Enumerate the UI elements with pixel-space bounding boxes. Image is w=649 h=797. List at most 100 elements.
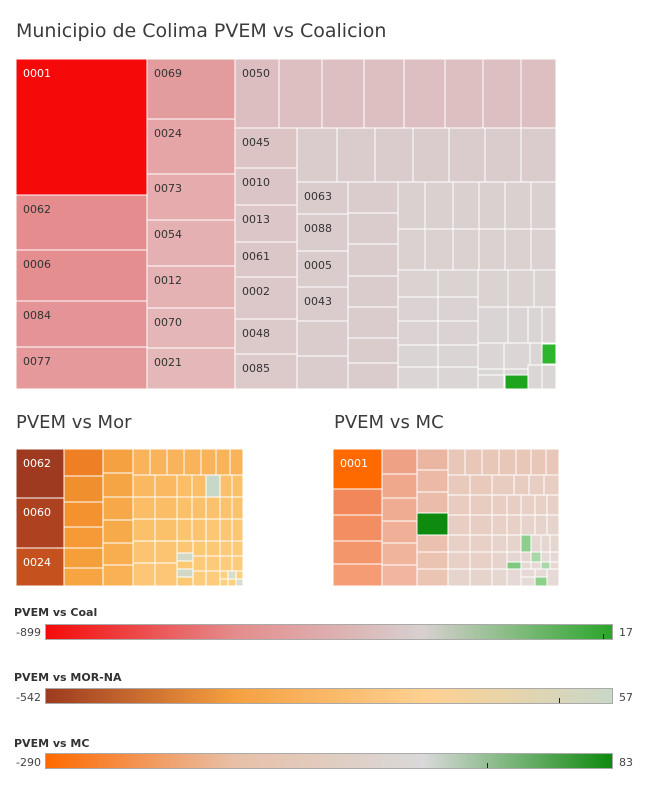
treemap-cell[interactable] — [63, 526, 104, 549]
treemap-cell[interactable] — [506, 551, 522, 563]
treemap-cell[interactable] — [416, 512, 449, 536]
treemap-cell[interactable] — [205, 496, 221, 520]
treemap-cell[interactable] — [219, 578, 229, 586]
treemap-cell[interactable] — [447, 449, 466, 476]
treemap-cell[interactable] — [545, 449, 559, 476]
treemap-cell[interactable] — [477, 374, 505, 389]
treemap-cell[interactable] — [541, 306, 556, 344]
treemap-cell[interactable] — [63, 547, 104, 569]
treemap-cell[interactable] — [549, 561, 559, 570]
treemap-cell[interactable] — [132, 474, 156, 498]
treemap-cell[interactable] — [534, 494, 548, 516]
treemap-cell[interactable] — [491, 551, 508, 570]
treemap-cell[interactable] — [192, 540, 207, 557]
treemap-cell[interactable] — [484, 127, 522, 183]
treemap-cell[interactable] — [491, 494, 508, 516]
treemap-cell[interactable] — [506, 494, 522, 516]
treemap-cell[interactable] — [481, 449, 500, 476]
treemap-cell[interactable] — [397, 296, 439, 322]
treemap-cell[interactable] — [469, 551, 493, 570]
treemap-cell[interactable] — [219, 570, 229, 580]
treemap-cell[interactable] — [504, 181, 532, 230]
treemap-cell[interactable] — [403, 59, 446, 129]
treemap-cell[interactable] — [102, 472, 134, 498]
treemap-cell[interactable] — [416, 491, 449, 514]
treemap-cell[interactable] — [541, 343, 556, 365]
treemap-cell[interactable] — [229, 449, 243, 476]
treemap-cell[interactable] — [447, 551, 471, 570]
treemap-cell[interactable] — [205, 474, 221, 498]
treemap-cell[interactable] — [381, 564, 418, 586]
treemap-cell[interactable] — [63, 567, 104, 586]
treemap-cell[interactable] — [506, 561, 522, 570]
treemap-cell[interactable] — [530, 561, 542, 570]
treemap-cell[interactable] — [231, 496, 243, 520]
treemap-cell[interactable] — [530, 534, 542, 553]
treemap-cell[interactable] — [416, 449, 449, 471]
treemap-cell[interactable] — [16, 300, 148, 348]
treemap-cell[interactable] — [448, 127, 486, 183]
treemap-cell[interactable] — [520, 561, 532, 570]
treemap-cell[interactable] — [447, 474, 471, 496]
treemap-cell[interactable] — [534, 514, 548, 536]
treemap-cell[interactable] — [63, 449, 104, 477]
treemap-cell[interactable] — [381, 497, 418, 522]
treemap-cell[interactable] — [416, 534, 449, 553]
treemap-cell[interactable] — [520, 551, 532, 563]
treemap-cell[interactable] — [534, 568, 548, 578]
treemap-cell[interactable] — [347, 243, 399, 277]
treemap-cell[interactable] — [416, 568, 449, 586]
treemap-cell[interactable] — [520, 494, 536, 516]
treemap-cell[interactable] — [347, 362, 399, 389]
treemap-cell[interactable] — [363, 59, 405, 129]
treemap-cell[interactable] — [381, 520, 418, 544]
treemap-cell[interactable] — [477, 342, 505, 370]
treemap-cell[interactable] — [520, 534, 532, 553]
treemap-cell[interactable] — [541, 364, 556, 389]
treemap-cell[interactable] — [528, 474, 545, 496]
treemap-cell[interactable] — [102, 519, 134, 544]
treemap-cell[interactable] — [416, 551, 449, 570]
treemap-cell[interactable] — [347, 275, 399, 308]
treemap-mor[interactable]: 0062 0060 0024 — [16, 449, 243, 586]
treemap-cell[interactable] — [478, 228, 506, 271]
treemap-cell[interactable] — [397, 366, 439, 389]
treemap-cell[interactable] — [16, 547, 65, 586]
treemap-cell[interactable] — [321, 59, 365, 129]
treemap-cell[interactable] — [546, 568, 559, 586]
treemap-cell[interactable] — [278, 59, 323, 129]
treemap-cell[interactable] — [534, 576, 548, 586]
treemap-cell[interactable] — [507, 306, 529, 344]
treemap-cell[interactable] — [333, 563, 383, 586]
treemap-cell[interactable] — [506, 534, 522, 553]
treemap-cell[interactable] — [416, 469, 449, 493]
treemap-cell[interactable] — [205, 555, 221, 572]
treemap-cell[interactable] — [231, 518, 243, 542]
treemap-cell[interactable] — [381, 473, 418, 499]
treemap-cell[interactable] — [520, 568, 536, 578]
treemap-cell[interactable] — [205, 540, 221, 557]
treemap-cell[interactable] — [397, 228, 426, 271]
treemap-cell[interactable] — [504, 228, 532, 271]
treemap-cell[interactable] — [503, 342, 531, 370]
treemap-cell[interactable] — [146, 219, 236, 267]
treemap-cell[interactable] — [482, 59, 522, 129]
treemap-cell[interactable] — [397, 320, 439, 346]
treemap-cell[interactable] — [102, 542, 134, 566]
treemap-cell[interactable] — [219, 540, 233, 557]
treemap-cell[interactable] — [176, 474, 193, 498]
treemap-cell[interactable] — [296, 213, 349, 252]
treemap-cell[interactable] — [469, 534, 493, 553]
treemap-cell[interactable] — [215, 449, 231, 476]
treemap-cell[interactable] — [447, 568, 471, 586]
treemap-cell[interactable] — [437, 269, 479, 298]
treemap-cell[interactable] — [347, 181, 399, 214]
treemap-cell[interactable] — [200, 449, 217, 476]
treemap-cell[interactable] — [296, 320, 349, 357]
treemap-cell[interactable] — [16, 249, 148, 302]
treemap-cell[interactable] — [176, 540, 194, 554]
treemap-cell[interactable] — [515, 449, 532, 476]
treemap-cell[interactable] — [192, 555, 207, 572]
treemap-mc[interactable]: 0001 — [333, 449, 559, 586]
treemap-cell[interactable] — [234, 276, 298, 320]
